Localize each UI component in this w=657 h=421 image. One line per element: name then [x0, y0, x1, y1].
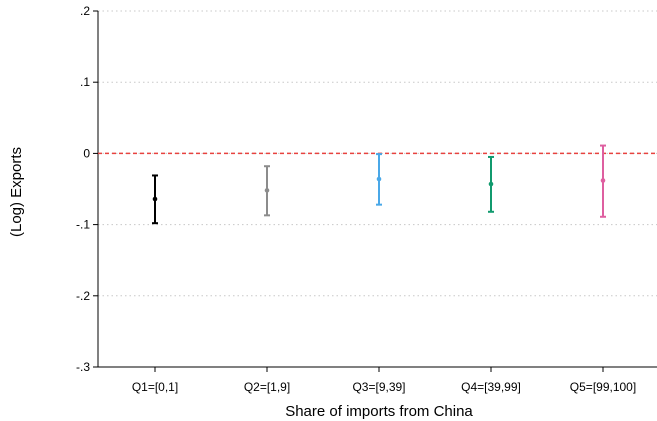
- y-tick-label: -.3: [76, 360, 90, 374]
- coefficient-point-group: [152, 174, 158, 225]
- y-axis-title: (Log) Exports: [8, 147, 25, 237]
- coefficient-point-group: [600, 144, 606, 218]
- point-estimate: [488, 181, 494, 187]
- point-estimate: [376, 176, 382, 182]
- coefficient-point-group: [264, 165, 270, 217]
- x-tick-label: Q4=[39,99]: [461, 380, 521, 394]
- x-tick-label: Q5=[99,100]: [570, 380, 636, 394]
- y-tick-label: -.2: [76, 289, 90, 303]
- point-estimate: [600, 178, 606, 183]
- y-tick-label: .1: [80, 75, 90, 89]
- y-tick-label: .2: [80, 4, 90, 18]
- axes: .2 .1 0 -.1 -.2 -.3 Q1=[0,1] Q2=[1,9] Q3=[9,39] Q…: [76, 4, 657, 394]
- y-tick-label: -.1: [76, 218, 90, 232]
- x-tick-label: Q3=[9,39]: [352, 380, 405, 394]
- series-points: [98, 144, 657, 225]
- coefficient-point-group: [488, 155, 494, 213]
- x-tick-label: Q2=[1,9]: [244, 380, 290, 394]
- point-estimate: [152, 196, 158, 202]
- point-estimate: [264, 188, 270, 193]
- y-tick-label: 0: [83, 146, 90, 160]
- x-axis-title: Share of imports from China: [285, 403, 473, 420]
- x-tick-label: Q1=[0,1]: [132, 380, 178, 394]
- coefficient-point-group: [376, 153, 382, 206]
